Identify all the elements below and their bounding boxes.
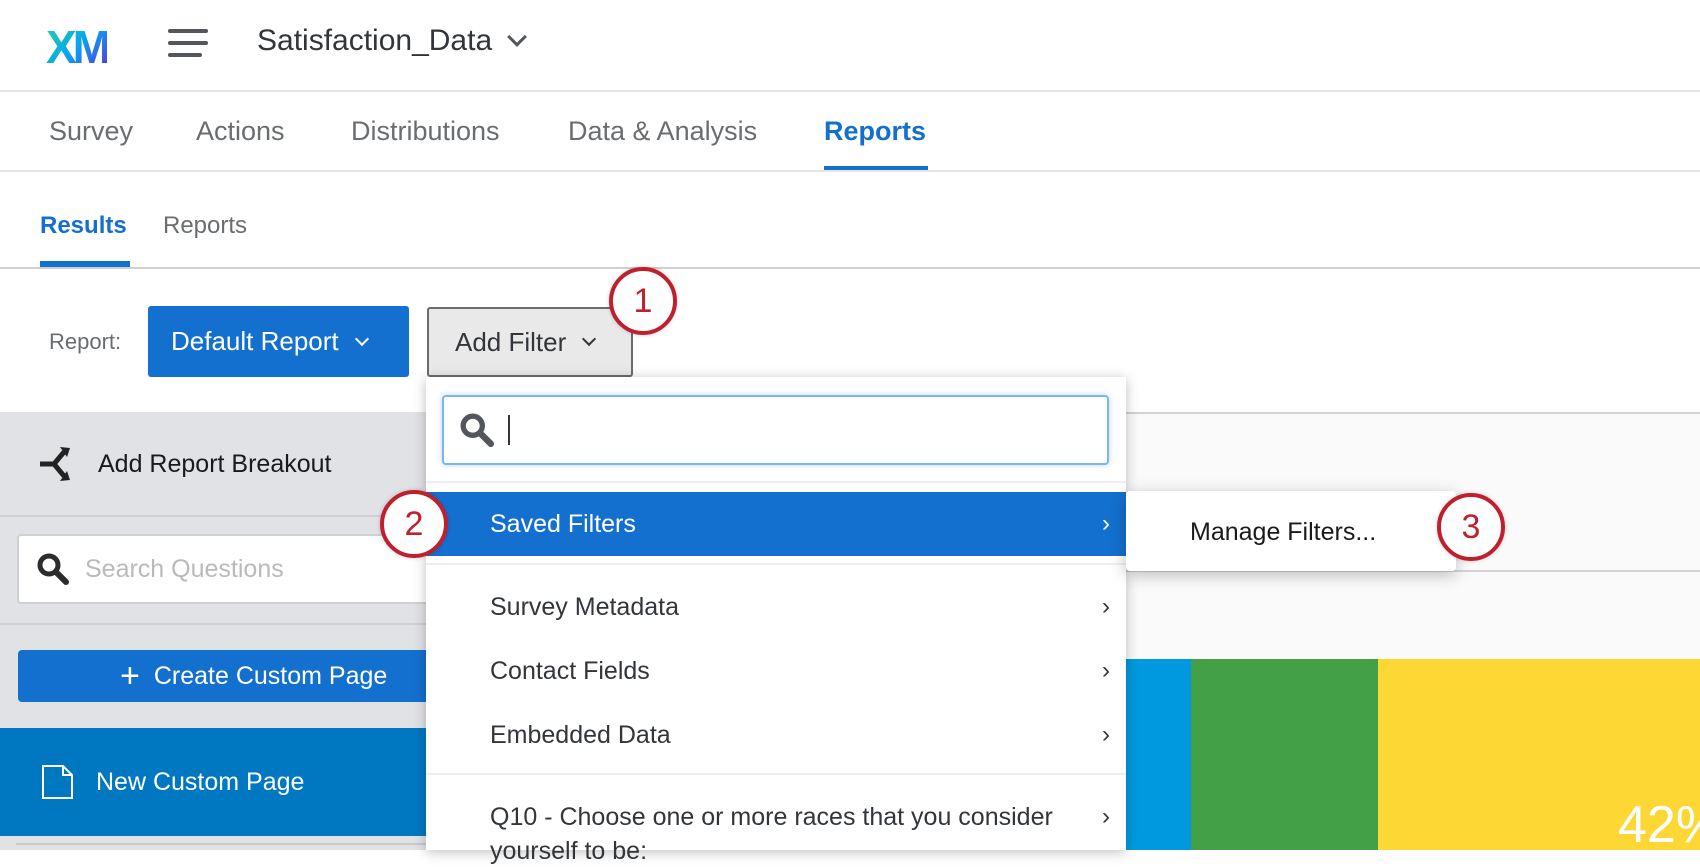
divider <box>16 843 426 845</box>
callout-2: 2 <box>380 490 448 558</box>
callout-1: 1 <box>609 267 677 335</box>
divider <box>426 773 1126 775</box>
menu-item-saved-filters[interactable]: Saved Filters › <box>426 492 1126 556</box>
content-divider <box>1126 570 1700 572</box>
search-icon <box>37 553 69 585</box>
xm-logo[interactable]: XM <box>46 21 111 73</box>
add-filter-label: Add Filter <box>455 326 567 357</box>
tab-reports[interactable]: Reports <box>824 116 927 146</box>
search-icon <box>460 413 494 447</box>
subtab-results[interactable]: Results <box>40 212 127 239</box>
divider <box>426 563 1126 565</box>
menu-item-contact-fields[interactable]: Contact Fields › <box>426 641 1126 701</box>
create-label: Create Custom Page <box>153 661 388 690</box>
menu-item-embedded-data[interactable]: Embedded Data › <box>426 705 1126 765</box>
item-label: Saved Filters <box>490 509 636 538</box>
default-report-dropdown[interactable]: Default Report <box>148 306 409 377</box>
subtab-reports[interactable]: Reports <box>163 212 248 239</box>
menu-item-q10[interactable]: Q10 - Choose one or more races that you … <box>426 800 1126 868</box>
chart-bar-yellow <box>1378 659 1700 850</box>
callout-3: 3 <box>1437 493 1505 561</box>
breakout-label: Add Report Breakout <box>98 449 332 478</box>
chevron-right-icon: › <box>1102 657 1110 684</box>
breakout-icon <box>40 447 70 481</box>
menu-item-manage-filters[interactable]: Manage Filters... <box>1190 518 1377 546</box>
project-selector[interactable]: Satisfaction_Data <box>257 24 528 58</box>
chevron-right-icon: › <box>1102 803 1110 830</box>
text-cursor <box>508 415 510 445</box>
plus-icon: + <box>120 657 140 695</box>
tab-data-analysis[interactable]: Data & Analysis <box>568 116 758 146</box>
chart-bar-green <box>1191 659 1378 850</box>
add-report-breakout[interactable]: Add Report Breakout <box>38 443 331 485</box>
page-icon <box>42 765 73 799</box>
filter-dropdown-menu <box>426 377 1126 850</box>
chevron-down-icon <box>582 331 597 347</box>
report-value: Default Report <box>171 326 339 356</box>
divider <box>0 623 426 625</box>
create-custom-page-button[interactable]: + Create Custom Page <box>18 650 458 702</box>
item-label: Embedded Data <box>490 720 671 749</box>
divider <box>0 267 1700 269</box>
tab-survey[interactable]: Survey <box>49 116 134 146</box>
chevron-down-icon <box>354 331 369 346</box>
page-item-new-custom-page[interactable]: New Custom Page <box>0 728 426 836</box>
chevron-right-icon: › <box>1102 593 1110 620</box>
chart-percent-label: 42% <box>1618 796 1700 854</box>
item-label: Survey Metadata <box>490 592 679 621</box>
chevron-right-icon: › <box>1102 510 1110 537</box>
chevron-right-icon: › <box>1102 721 1110 748</box>
divider <box>0 90 1700 92</box>
tab-distributions[interactable]: Distributions <box>351 116 500 146</box>
filter-search-input[interactable] <box>442 395 1109 465</box>
divider <box>426 481 1126 483</box>
add-filter-button[interactable]: Add Filter <box>427 307 633 377</box>
search-placeholder: Search Questions <box>85 554 284 583</box>
saved-filters-submenu <box>1126 491 1456 571</box>
chart-bar-blue <box>1126 659 1191 850</box>
divider <box>0 170 1700 172</box>
active-subtab-indicator <box>40 261 130 267</box>
active-tab-indicator <box>824 166 928 171</box>
item-label: Q10 - Choose one or more races that you … <box>490 803 1053 865</box>
tab-actions[interactable]: Actions <box>196 116 285 146</box>
page-label: New Custom Page <box>96 767 305 796</box>
chevron-down-icon <box>507 27 528 47</box>
project-title: Satisfaction_Data <box>257 24 493 57</box>
item-label: Contact Fields <box>490 656 650 685</box>
divider <box>0 515 426 517</box>
menu-item-survey-metadata[interactable]: Survey Metadata › <box>426 577 1126 637</box>
hamburger-menu-icon[interactable] <box>168 29 208 57</box>
report-label: Report: <box>49 329 122 354</box>
